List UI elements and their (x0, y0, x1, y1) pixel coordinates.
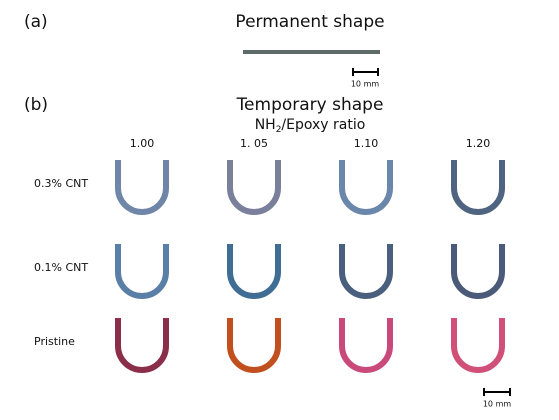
panel-title: Permanent shape (235, 12, 384, 32)
panel-label: (a) (24, 12, 48, 32)
u-sample (339, 318, 393, 373)
ratio-label: NH2/Epoxy ratio (255, 117, 366, 135)
u-sample (451, 244, 505, 299)
scale-bar (352, 68, 379, 76)
u-sample (227, 160, 281, 215)
u-sample (227, 244, 281, 299)
u-sample (451, 318, 505, 373)
panel-title: Temporary shape (236, 95, 384, 115)
scale-label: 10 mm (483, 400, 512, 409)
u-sample (227, 318, 281, 373)
ratio-prefix: NH (255, 117, 276, 133)
u-sample (115, 318, 169, 373)
scale-label: 10 mm (351, 80, 380, 89)
row-label: Pristine (34, 335, 75, 348)
column-label: 1.10 (354, 137, 379, 150)
sample-grid: 1.00 1. 05 1.10 1.20 0.3% CNT 0.1% CNT Pristin… (34, 137, 505, 373)
ratio-suffix: /Epoxy ratio (281, 117, 365, 133)
panel-label: (b) (24, 95, 48, 115)
ratio-subscript: 2 (276, 125, 282, 135)
row-label: 0.1% CNT (34, 261, 88, 274)
u-sample (115, 160, 169, 215)
u-sample (339, 160, 393, 215)
column-label: 1.00 (130, 137, 155, 150)
column-label: 1. 05 (240, 137, 268, 150)
u-sample (451, 160, 505, 215)
u-sample (115, 244, 169, 299)
column-label: 1.20 (466, 137, 491, 150)
scale-bar (483, 388, 511, 396)
u-sample (339, 244, 393, 299)
row-label: 0.3% CNT (34, 177, 88, 190)
